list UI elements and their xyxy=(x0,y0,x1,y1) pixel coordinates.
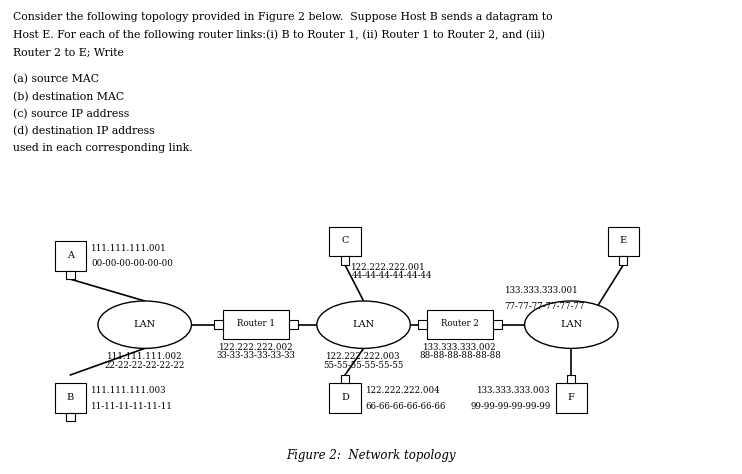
FancyBboxPatch shape xyxy=(493,320,502,329)
FancyBboxPatch shape xyxy=(341,375,349,383)
FancyBboxPatch shape xyxy=(329,383,361,413)
Text: 122.222.222.002: 122.222.222.002 xyxy=(219,343,293,352)
FancyBboxPatch shape xyxy=(568,375,576,383)
Text: 133.333.333.002: 133.333.333.002 xyxy=(423,343,497,352)
FancyBboxPatch shape xyxy=(329,227,361,256)
FancyBboxPatch shape xyxy=(67,413,74,421)
FancyBboxPatch shape xyxy=(608,227,639,256)
Text: Consider the following topology provided in Figure 2 below.  Suppose Host B send: Consider the following topology provided… xyxy=(13,12,553,22)
Text: E: E xyxy=(620,237,627,245)
Text: 122.222.222.001: 122.222.222.001 xyxy=(352,263,426,272)
Text: F: F xyxy=(568,393,575,401)
Text: 122.222.222.004: 122.222.222.004 xyxy=(366,386,441,395)
Text: 111.111.111.002: 111.111.111.002 xyxy=(107,352,183,361)
Text: LAN: LAN xyxy=(352,320,375,329)
Text: 33-33-33-33-33-33: 33-33-33-33-33-33 xyxy=(217,351,295,360)
Text: 00-00-00-00-00-00: 00-00-00-00-00-00 xyxy=(91,259,173,268)
Text: 133.333.333.001: 133.333.333.001 xyxy=(505,286,578,295)
FancyBboxPatch shape xyxy=(289,320,298,329)
Text: 88-88-88-88-88-88: 88-88-88-88-88-88 xyxy=(419,351,501,360)
Text: LAN: LAN xyxy=(134,320,156,329)
FancyBboxPatch shape xyxy=(556,383,587,413)
Text: (b) destination MAC: (b) destination MAC xyxy=(13,91,125,102)
Text: 111.111.111.001: 111.111.111.001 xyxy=(91,244,167,253)
Text: 55-55-55-55-55-55: 55-55-55-55-55-55 xyxy=(324,361,404,370)
FancyBboxPatch shape xyxy=(341,256,349,265)
Text: Router 1: Router 1 xyxy=(237,319,275,328)
Text: 22-22-22-22-22-22: 22-22-22-22-22-22 xyxy=(105,361,185,370)
Text: LAN: LAN xyxy=(560,320,582,329)
Ellipse shape xyxy=(98,301,191,348)
FancyBboxPatch shape xyxy=(418,320,427,329)
FancyBboxPatch shape xyxy=(427,310,493,339)
Text: 99-99-99-99-99-99: 99-99-99-99-99-99 xyxy=(470,401,551,410)
Ellipse shape xyxy=(525,301,618,348)
FancyBboxPatch shape xyxy=(67,271,74,279)
Text: 122.222.222.003: 122.222.222.003 xyxy=(326,352,401,361)
Text: Router 2 to E; Write: Router 2 to E; Write xyxy=(13,48,124,58)
Text: (c) source IP address: (c) source IP address xyxy=(13,109,130,119)
Text: Host E. For each of the following router links:(i) B to Router 1, (ii) Router 1 : Host E. For each of the following router… xyxy=(13,30,545,40)
Text: 77-77-77-77-77-77: 77-77-77-77-77-77 xyxy=(505,302,585,311)
Text: 11-11-11-11-11-11: 11-11-11-11-11-11 xyxy=(91,401,173,410)
Text: (d) destination IP address: (d) destination IP address xyxy=(13,126,155,136)
FancyBboxPatch shape xyxy=(223,310,289,339)
Text: used in each corresponding link.: used in each corresponding link. xyxy=(13,143,193,153)
Text: Figure 2:  Network topology: Figure 2: Network topology xyxy=(286,449,456,463)
Text: C: C xyxy=(341,237,349,245)
FancyBboxPatch shape xyxy=(620,256,628,265)
FancyBboxPatch shape xyxy=(55,241,86,271)
FancyBboxPatch shape xyxy=(214,320,223,329)
Text: 133.333.333.003: 133.333.333.003 xyxy=(477,386,551,395)
Text: Router 2: Router 2 xyxy=(441,319,479,328)
Text: B: B xyxy=(67,393,74,401)
Text: D: D xyxy=(341,393,349,401)
Text: A: A xyxy=(67,251,74,259)
Text: 44-44-44-44-44-44: 44-44-44-44-44-44 xyxy=(352,271,432,280)
Text: (a) source MAC: (a) source MAC xyxy=(13,74,99,85)
Text: 66-66-66-66-66-66: 66-66-66-66-66-66 xyxy=(366,401,446,410)
Ellipse shape xyxy=(317,301,410,348)
Text: 111.111.111.003: 111.111.111.003 xyxy=(91,386,167,395)
FancyBboxPatch shape xyxy=(55,383,86,413)
